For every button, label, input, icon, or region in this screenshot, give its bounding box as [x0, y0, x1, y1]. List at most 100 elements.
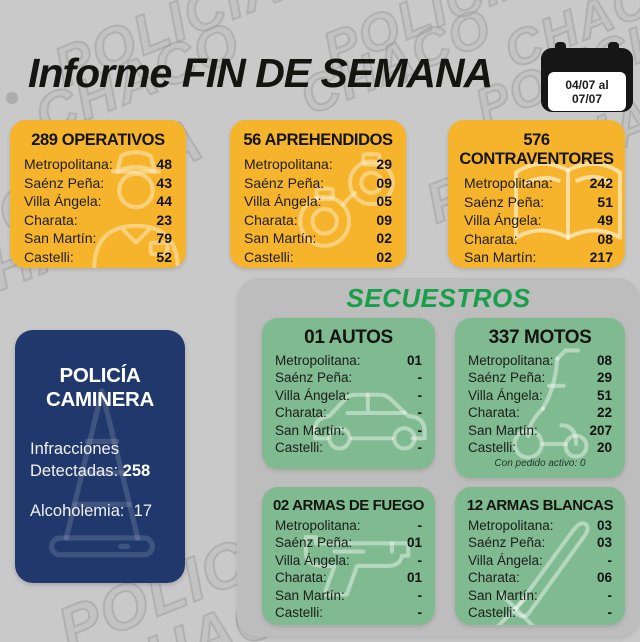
stat-value: 48 — [156, 156, 172, 172]
card-autos: 01 AUTOS Metropolitana: 01 Saénz Peña: - V… — [262, 318, 435, 469]
stat-value: 44 — [156, 193, 172, 209]
stat-row: San Martín: 79 — [24, 229, 172, 248]
region-label: Metropolitana: — [244, 156, 333, 172]
stat-row: Villa Ángela: 51 — [468, 387, 612, 404]
stat-row: Metropolitana: - — [275, 517, 422, 534]
region-label: Metropolitana: — [275, 518, 361, 533]
region-label: Saénz Peña: — [464, 193, 545, 210]
stat-value: - — [417, 387, 423, 403]
date-range-text: 04/07 al 07/07 — [548, 72, 626, 111]
stat-value: 43 — [156, 174, 172, 191]
card-policia-caminera: POLICÍA CAMINERA Infracciones Detectadas… — [15, 330, 185, 583]
police-officer-icon — [92, 150, 180, 268]
region-label: San Martín: — [244, 230, 317, 246]
region-label: Castelli: — [468, 605, 517, 621]
stat-value: 22 — [596, 405, 612, 421]
card-armas-de-fuego: 02 ARMAS DE FUEGO Metropolitana: - Saénz … — [262, 487, 435, 625]
region-label: Metropolitana: — [275, 353, 361, 368]
watermark-dot — [6, 92, 18, 104]
stat-rows: Metropolitana: 08 Saénz Peña: 29 Villa Áng… — [455, 349, 625, 456]
region-label: Castelli: — [275, 605, 324, 621]
region-label: Villa Ángela: — [24, 193, 102, 209]
card-motos: 337 MOTOS Metropolitana: 08 Saénz Peña: 29… — [455, 318, 625, 478]
stat-row: Metropolitana: 48 — [24, 155, 172, 174]
stat-row: Saénz Peña: 51 — [464, 193, 613, 212]
stat-row: Castelli: 20 — [468, 439, 612, 456]
stat-value: 05 — [376, 193, 392, 209]
stat-value: 02 — [376, 230, 392, 246]
stat-value: - — [417, 370, 423, 386]
region-label: Metropolitana: — [468, 518, 554, 533]
card-title: 12 ARMAS BLANCAS — [466, 497, 614, 514]
stat-row: Castelli: 02 — [244, 248, 392, 267]
stat-value: 09 — [376, 211, 392, 228]
card-title: 56 APREHENDIDOS — [243, 131, 393, 149]
card-contraventores: 576 CONTRAVENTORES Metropolitana: 242 Saé… — [448, 120, 625, 268]
region-label: San Martín: — [468, 587, 538, 603]
stat-row: Charata: 09 — [244, 211, 392, 230]
stat-value: - — [607, 605, 613, 621]
stat-row: San Martín: - — [275, 587, 422, 604]
stat-row: Metropolitana: 29 — [244, 155, 392, 174]
stat-row: Charata: 23 — [24, 211, 172, 230]
card-title: 289 OPERATIVOS — [31, 131, 165, 149]
region-label: Charata: — [244, 211, 298, 228]
stat-row: Charata: 01 — [275, 569, 422, 586]
region-label: Saénz Peña: — [468, 535, 546, 551]
region-label: Saénz Peña: — [275, 370, 353, 386]
stat-row: Castelli: - — [275, 604, 422, 621]
stat-row: Saénz Peña: - — [275, 369, 422, 386]
stat-row: San Martín: - — [468, 587, 612, 604]
stat-row: Saénz Peña: 09 — [244, 174, 392, 193]
region-label: Metropolitana: — [24, 156, 113, 172]
stat-value: 06 — [596, 570, 612, 586]
stat-value: - — [417, 605, 423, 621]
stat-row: Metropolitana: 08 — [468, 352, 612, 369]
region-label: San Martín: — [275, 422, 345, 438]
alcoholemia-stat: Alcoholemia: 17 — [15, 500, 185, 522]
page-title-prefix: Informe — [28, 50, 172, 96]
date-range-line2: 07/07 — [571, 91, 603, 106]
open-book-icon — [514, 161, 622, 240]
handcuffs-icon — [298, 152, 395, 248]
card-aprehendidos: 56 APREHENDIDOS Metropolitana: 29 Saénz P… — [230, 120, 406, 268]
region-label: Charata: — [24, 211, 78, 228]
stat-value: 79 — [156, 230, 172, 246]
stat-row: Charata: 06 — [468, 569, 612, 586]
page-title-main: FIN DE SEMANA — [181, 50, 493, 96]
stat-value: - — [417, 518, 423, 533]
region-label: Castelli: — [468, 440, 517, 456]
region-label: Metropolitana: — [468, 353, 554, 368]
region-label: Charata: — [275, 405, 327, 421]
stat-value: 03 — [596, 535, 612, 551]
card-title: 337 MOTOS — [488, 327, 592, 348]
calendar-icon: 04/07 al 07/07 — [541, 48, 633, 112]
region-label: Castelli: — [464, 267, 514, 269]
stat-row: Metropolitana: 01 — [275, 352, 422, 369]
stat-value: 29 — [596, 370, 612, 386]
region-label: San Martín: — [24, 230, 97, 246]
stat-value: 207 — [589, 422, 612, 438]
stat-row: Saénz Peña: 43 — [24, 174, 172, 193]
stat-row: Saénz Peña: 03 — [468, 534, 612, 551]
infracciones-value: 258 — [122, 462, 151, 480]
stat-value: 51 — [596, 387, 612, 403]
stat-row: San Martín: - — [275, 422, 422, 439]
region-label: Saénz Peña: — [24, 174, 105, 191]
stat-row: Villa Ángela: - — [468, 552, 612, 569]
region-label: Castelli: — [24, 248, 74, 265]
stat-row: Castelli: - — [275, 439, 422, 456]
alcoholemia-label: Alcoholemia: — [30, 502, 125, 520]
stat-row: Charata: 22 — [468, 404, 612, 421]
region-label: Metropolitana: — [464, 175, 553, 191]
region-label: Charata: — [275, 570, 327, 586]
stat-value: 51 — [597, 193, 613, 210]
stat-value: 01 — [406, 535, 422, 551]
region-label: Castelli: — [244, 248, 294, 265]
stat-row: Saénz Peña: 29 — [468, 369, 612, 386]
watermark-dot — [398, 74, 408, 84]
scooter-icon — [512, 348, 589, 460]
stat-rows: Metropolitana: 29 Saénz Peña: 09 Villa Áng… — [230, 150, 406, 266]
stat-rows: Metropolitana: 01 Saénz Peña: - Villa Ánge… — [262, 349, 435, 456]
